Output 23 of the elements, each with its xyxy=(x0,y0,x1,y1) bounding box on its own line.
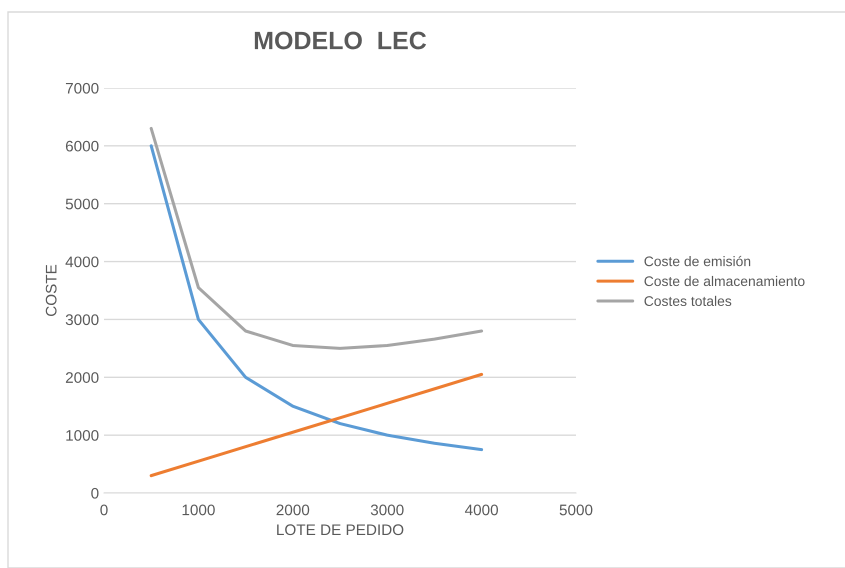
x-tick-label: 5000 xyxy=(560,504,592,516)
y-tick-label: 4000 xyxy=(66,256,99,268)
y-tick-label: 0 xyxy=(91,488,99,499)
y-tick-label: 2000 xyxy=(66,372,99,383)
x-tick-label: 1000 xyxy=(182,504,215,516)
legend-label: Coste de almacenamiento xyxy=(644,276,805,286)
legend-label: Costes totales xyxy=(644,296,732,306)
y-tick-label: 7000 xyxy=(66,82,99,94)
line-series xyxy=(150,144,484,452)
y-tick-label: 6000 xyxy=(66,140,99,152)
x-tick-label: 4000 xyxy=(464,504,498,516)
legend-label: Coste de emisión xyxy=(644,256,750,266)
line-series xyxy=(150,372,484,478)
x-tick-label: 3000 xyxy=(370,504,404,516)
x-axis-title: LOTE DE PEDIDO xyxy=(277,524,404,536)
x-tick-label: 0 xyxy=(100,504,108,516)
chart-title: MODELO LEC xyxy=(254,32,426,50)
y-axis-title: COSTE xyxy=(46,264,57,316)
y-tick-label: 1000 xyxy=(66,430,99,441)
line-series xyxy=(150,126,484,350)
y-tick-label: 5000 xyxy=(66,198,99,210)
y-tick-label: 3000 xyxy=(66,314,99,326)
x-tick-label: 2000 xyxy=(276,504,310,516)
